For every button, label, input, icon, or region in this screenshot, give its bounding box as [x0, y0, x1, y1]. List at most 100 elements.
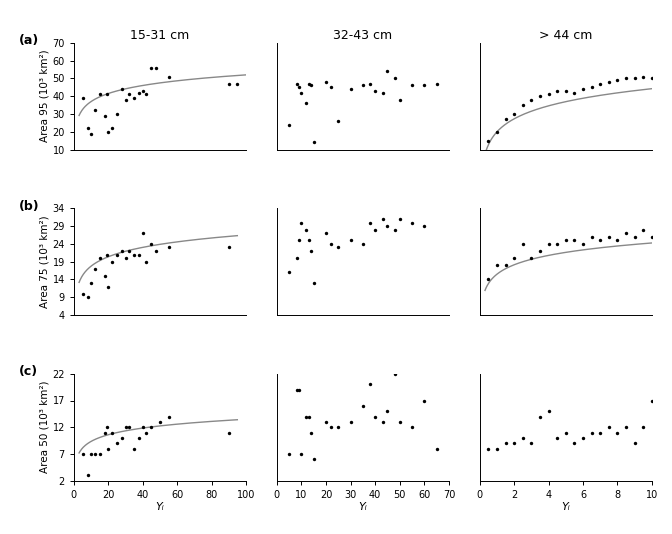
Point: [304, 412, 314, 421]
Point: [223, 243, 234, 252]
Point: [86, 279, 97, 287]
Point: [94, 254, 105, 262]
Point: [603, 232, 614, 241]
Point: [321, 77, 331, 86]
Point: [560, 87, 571, 95]
Point: [370, 87, 380, 95]
Point: [103, 444, 114, 453]
Point: [134, 88, 144, 97]
Text: (c): (c): [19, 365, 38, 378]
Point: [586, 428, 597, 437]
Point: [419, 222, 429, 230]
Point: [112, 439, 122, 447]
Point: [308, 138, 319, 147]
Point: [86, 129, 97, 138]
Text: (a): (a): [19, 34, 39, 47]
Point: [517, 101, 528, 109]
Point: [120, 96, 131, 104]
Point: [365, 380, 376, 389]
Point: [151, 64, 162, 72]
Point: [77, 450, 88, 458]
Point: [552, 434, 562, 442]
Point: [578, 434, 589, 442]
Point: [646, 232, 657, 241]
Point: [612, 236, 623, 245]
Point: [296, 88, 307, 97]
Point: [101, 423, 112, 431]
Point: [365, 80, 376, 88]
Point: [99, 428, 110, 437]
Point: [308, 455, 319, 464]
Point: [306, 247, 317, 255]
Point: [103, 128, 114, 136]
Point: [89, 450, 100, 458]
Point: [552, 87, 562, 95]
Point: [82, 124, 93, 132]
Point: [492, 261, 503, 270]
Point: [638, 225, 648, 234]
Point: [304, 236, 314, 245]
Title: 15-31 cm: 15-31 cm: [130, 28, 190, 42]
Point: [646, 74, 657, 83]
Point: [569, 236, 580, 245]
Point: [223, 428, 234, 437]
Point: [117, 434, 128, 442]
Point: [112, 109, 122, 118]
Point: [407, 423, 417, 431]
Point: [106, 428, 117, 437]
Point: [431, 444, 442, 453]
Point: [291, 254, 302, 262]
Point: [89, 106, 100, 115]
Point: [382, 407, 393, 415]
Point: [629, 439, 640, 447]
Point: [304, 80, 314, 88]
Point: [284, 268, 294, 277]
Point: [101, 90, 112, 99]
Point: [89, 264, 100, 273]
Point: [146, 240, 157, 248]
Point: [500, 115, 511, 123]
Point: [509, 439, 519, 447]
Point: [595, 236, 605, 245]
Point: [390, 74, 401, 83]
Point: [294, 83, 304, 91]
Point: [358, 240, 368, 248]
Point: [509, 109, 519, 118]
X-axis label: Yᵢ: Yᵢ: [562, 502, 571, 513]
Point: [223, 80, 234, 88]
Point: [120, 254, 131, 262]
Y-axis label: Area 95 (10³ km²): Area 95 (10³ km²): [40, 50, 50, 143]
Point: [106, 257, 117, 266]
X-axis label: Yᵢ: Yᵢ: [155, 502, 164, 513]
X-axis label: Yᵢ: Yᵢ: [358, 502, 368, 513]
Point: [124, 90, 134, 99]
Point: [77, 289, 88, 298]
Point: [232, 80, 243, 88]
Point: [621, 423, 632, 431]
Point: [294, 386, 304, 394]
Point: [345, 85, 356, 93]
Point: [552, 240, 562, 248]
Point: [284, 120, 294, 129]
Point: [646, 396, 657, 405]
Point: [370, 412, 380, 421]
Point: [124, 423, 134, 431]
Point: [129, 93, 140, 102]
Point: [134, 434, 144, 442]
Y-axis label: Area 50 (10³ km²): Area 50 (10³ km²): [40, 381, 50, 474]
Point: [333, 243, 343, 252]
Point: [308, 279, 319, 287]
Point: [578, 85, 589, 93]
Point: [431, 80, 442, 88]
Point: [137, 229, 148, 238]
Point: [394, 215, 405, 223]
Point: [377, 88, 388, 97]
Point: [500, 439, 511, 447]
Point: [151, 247, 162, 255]
Point: [140, 428, 151, 437]
Point: [129, 250, 140, 259]
Point: [569, 439, 580, 447]
Point: [77, 93, 88, 102]
Point: [137, 423, 148, 431]
Point: [358, 81, 368, 90]
